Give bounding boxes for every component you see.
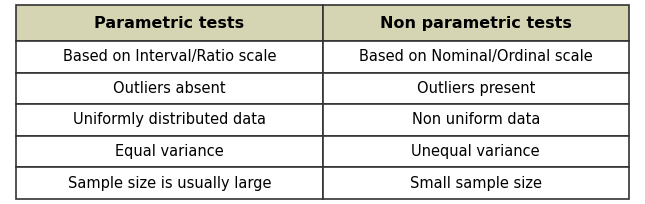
Bar <box>16 73 322 104</box>
Bar <box>322 167 629 199</box>
Text: Outliers present: Outliers present <box>417 81 535 96</box>
Bar <box>16 136 322 167</box>
Bar <box>16 5 322 41</box>
Text: Parametric tests: Parametric tests <box>94 16 244 31</box>
Bar <box>16 41 322 73</box>
Text: Based on Nominal/Ordinal scale: Based on Nominal/Ordinal scale <box>359 49 593 64</box>
Text: Sample size is usually large: Sample size is usually large <box>68 176 271 191</box>
Text: Non parametric tests: Non parametric tests <box>380 16 571 31</box>
Bar <box>322 5 629 41</box>
Bar <box>16 167 322 199</box>
Bar <box>322 41 629 73</box>
Bar <box>322 104 629 136</box>
Text: Equal variance: Equal variance <box>115 144 224 159</box>
Text: Small sample size: Small sample size <box>410 176 542 191</box>
Bar <box>322 136 629 167</box>
Bar <box>16 104 322 136</box>
Text: Based on Interval/Ratio scale: Based on Interval/Ratio scale <box>63 49 276 64</box>
Text: Unequal variance: Unequal variance <box>412 144 540 159</box>
Text: Non uniform data: Non uniform data <box>412 112 540 128</box>
Text: Outliers absent: Outliers absent <box>113 81 226 96</box>
Text: Uniformly distributed data: Uniformly distributed data <box>73 112 266 128</box>
Bar <box>322 73 629 104</box>
